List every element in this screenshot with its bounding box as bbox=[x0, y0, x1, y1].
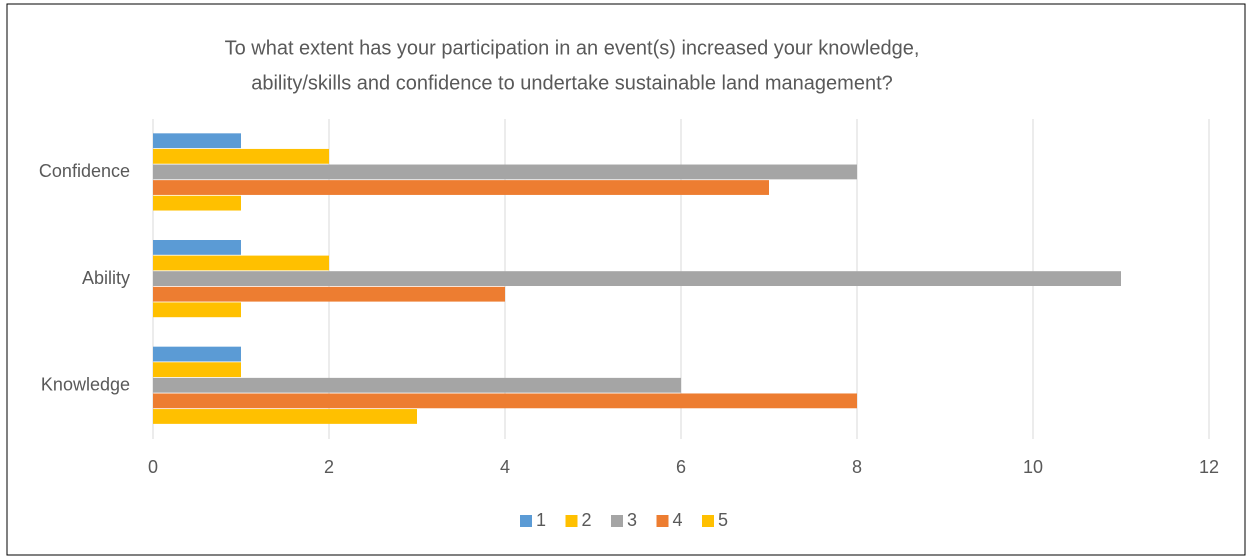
legend-swatch bbox=[565, 515, 578, 527]
legend-label: 5 bbox=[718, 510, 728, 530]
bar bbox=[153, 180, 769, 195]
legend-swatch bbox=[611, 515, 623, 527]
legend-label: 4 bbox=[673, 510, 683, 530]
y-tick-label: Knowledge bbox=[41, 374, 130, 394]
y-tick-label: Confidence bbox=[39, 161, 130, 181]
legend-swatch bbox=[656, 515, 669, 527]
legend-swatch bbox=[520, 515, 532, 527]
bar bbox=[153, 255, 329, 271]
bar bbox=[153, 393, 857, 409]
bar bbox=[153, 362, 241, 378]
chart-title: ability/skills and confidence to underta… bbox=[251, 72, 893, 94]
bar bbox=[153, 286, 505, 302]
bar bbox=[153, 195, 241, 211]
x-tick-label: 6 bbox=[676, 457, 686, 477]
bar bbox=[153, 409, 417, 424]
bar bbox=[153, 133, 241, 149]
legend-label: 3 bbox=[627, 510, 637, 530]
bar bbox=[153, 377, 681, 393]
legend-label: 2 bbox=[582, 510, 592, 530]
legend-label: 1 bbox=[536, 510, 546, 530]
bar bbox=[153, 346, 241, 362]
chart-title: To what extent has your participation in… bbox=[225, 37, 920, 59]
bar bbox=[153, 271, 1121, 286]
bar bbox=[153, 240, 241, 255]
x-tick-label: 12 bbox=[1199, 457, 1219, 477]
x-tick-label: 4 bbox=[500, 457, 510, 477]
bar bbox=[153, 148, 329, 164]
x-tick-label: 8 bbox=[852, 457, 862, 477]
bar bbox=[153, 302, 241, 318]
y-tick-label: Ability bbox=[82, 268, 130, 288]
x-tick-label: 0 bbox=[148, 457, 158, 477]
x-tick-label: 10 bbox=[1023, 457, 1043, 477]
legend-swatch bbox=[702, 515, 714, 527]
bar bbox=[153, 164, 857, 180]
x-tick-label: 2 bbox=[324, 457, 334, 477]
